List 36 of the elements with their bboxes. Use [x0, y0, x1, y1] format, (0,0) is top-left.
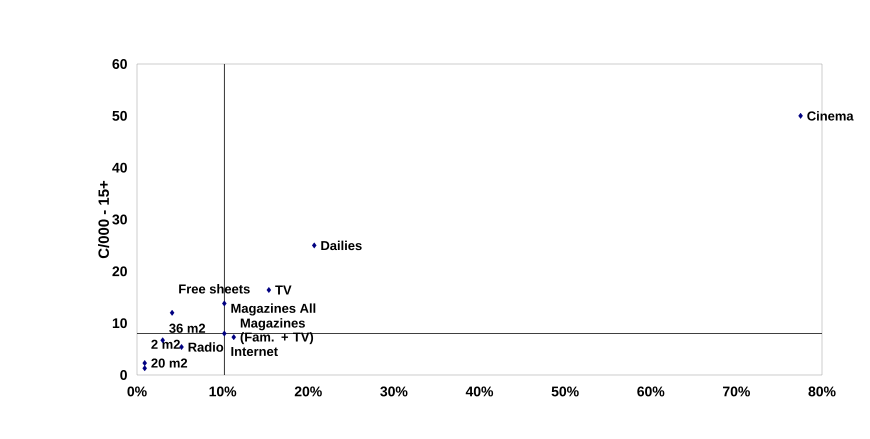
- y-tick-label: 30: [112, 214, 127, 224]
- annotation: 20 m2: [151, 358, 188, 368]
- y-axis-title: C/000 - 15+: [98, 180, 110, 258]
- annotation: TV: [275, 286, 292, 294]
- point: [231, 334, 236, 340]
- point: [222, 300, 227, 306]
- y-tick-label: 20: [112, 266, 127, 276]
- point: [312, 242, 317, 248]
- x-tick-label: 50%: [552, 386, 579, 396]
- annotation: Magazines All: [231, 303, 316, 316]
- y-tick-label: 10: [112, 318, 127, 328]
- point: [266, 287, 272, 293]
- x-tick-label: 20%: [294, 386, 322, 396]
- point: [222, 330, 227, 337]
- x-tick-label: 30%: [380, 386, 408, 396]
- annotation: Dailies: [321, 240, 362, 250]
- annotation: Radio: [188, 342, 224, 352]
- point: [142, 365, 147, 372]
- y-tick-label: 40: [112, 162, 127, 173]
- annotation: 2 m2: [151, 340, 180, 349]
- point: [170, 310, 174, 316]
- x-tick-label: 0%: [127, 386, 147, 396]
- x-tick-label: 40%: [466, 386, 494, 396]
- y-tick-label: 50: [112, 110, 127, 121]
- y-tick-label: 60: [112, 59, 127, 69]
- x-tick-label: 70%: [723, 386, 750, 396]
- annotation: Internet: [231, 347, 278, 356]
- x-tick-label: 60%: [637, 386, 664, 396]
- point: [142, 360, 147, 366]
- x-tick-label: 80%: [808, 386, 836, 396]
- y-tick-label: 0: [120, 370, 127, 380]
- x-tick-label: 10%: [210, 386, 236, 396]
- annotation: Cinema: [807, 111, 854, 121]
- annotation: Magazines (Fam. + TV): [240, 318, 314, 344]
- point: [798, 112, 803, 119]
- annotation: 36 m2: [169, 324, 206, 333]
